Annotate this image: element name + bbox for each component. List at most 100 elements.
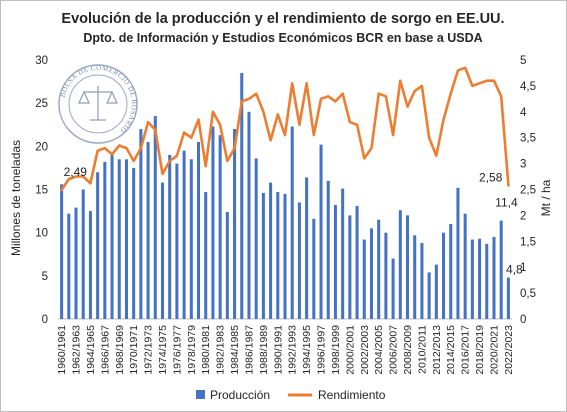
x-tick-label: 2014/2015 (445, 325, 457, 375)
bar-produccion (197, 142, 201, 319)
bar-produccion (391, 258, 395, 319)
point-rendimiento (89, 182, 92, 185)
point-rendimiento (219, 123, 221, 126)
x-tick-label: 1976/1977 (171, 325, 183, 375)
bar-produccion (88, 211, 92, 319)
x-tick-label: 1982/1983 (215, 325, 227, 375)
point-rendimiento (291, 82, 294, 85)
bar-produccion (168, 154, 172, 319)
bar-produccion (369, 228, 373, 319)
point-rendimiento (485, 79, 488, 82)
bar-produccion (103, 161, 107, 319)
data-labels: 2,49 2,58 11,4 4,8 (64, 165, 523, 277)
bar-produccion (427, 272, 431, 319)
x-tick-label: 2002/2003 (359, 325, 371, 375)
point-rendimiento (161, 173, 164, 175)
bar-produccion (312, 218, 316, 319)
y-tick-left: 30 (35, 55, 48, 67)
bar-produccion (348, 215, 352, 319)
bar-produccion (218, 135, 222, 319)
x-tick-label: 1966/1967 (99, 325, 111, 375)
x-tick-label: 2018/2019 (474, 325, 486, 375)
point-rendimiento (226, 160, 229, 162)
bar-produccion (189, 159, 193, 319)
bar-produccion (132, 167, 136, 319)
bar-produccion (420, 243, 424, 319)
x-tick-label: 1994/1995 (301, 325, 313, 375)
point-rendimiento (233, 147, 236, 149)
point-rendimiento (284, 134, 286, 136)
bar-produccion (362, 239, 366, 319)
bar-produccion (449, 224, 453, 319)
point-rendimiento (183, 131, 185, 134)
y-tick-left: 0 (42, 314, 48, 326)
point-rendimiento (435, 155, 438, 157)
x-tick-label: 1988/1989 (258, 325, 270, 375)
bar-produccion (211, 126, 215, 319)
y-tick-right: 4 (520, 107, 527, 119)
y-tick-right: 1 (520, 262, 526, 274)
point-rendimiento (320, 98, 322, 100)
y-tick-left: 25 (35, 98, 48, 110)
bar-produccion (233, 129, 237, 319)
point-rendimiento (399, 79, 402, 82)
bar-produccion (60, 184, 64, 319)
bar-produccion (326, 180, 330, 319)
point-rendimiento (248, 98, 250, 100)
point-rendimiento (406, 105, 409, 108)
x-tick-label: 2022/2023 (503, 325, 515, 375)
point-rendimiento (82, 175, 85, 178)
point-rendimiento (96, 149, 99, 152)
point-rendimiento (60, 189, 63, 191)
y-tick-left: 15 (35, 185, 48, 197)
point-rendimiento (500, 95, 502, 98)
point-rendimiento (341, 92, 344, 95)
point-rendimiento (212, 111, 214, 113)
point-rendimiento (385, 95, 387, 98)
bar-produccion (456, 187, 460, 319)
bar-produccion (117, 159, 121, 319)
x-tick-label: 1990/1991 (272, 325, 284, 375)
point-rendimiento (356, 123, 358, 126)
data-label-produccion-2021: 11,4 (495, 196, 518, 210)
point-rendimiento (104, 147, 106, 149)
watermark-seal: BOLSA DE COMERCIO DE ROSARIO (58, 64, 138, 144)
bar-produccion (254, 158, 258, 319)
bar-produccion (81, 189, 85, 319)
x-tick-label: 2008/2009 (402, 325, 414, 375)
bar-produccion (470, 239, 474, 319)
bar-produccion (319, 144, 323, 319)
point-rendimiento (269, 139, 272, 142)
point-rendimiento (154, 129, 157, 131)
y-tick-right: 0 (520, 314, 526, 326)
bar-produccion (124, 159, 128, 319)
legend: Producción Rendimiento (196, 388, 386, 402)
y-tick-left: 20 (35, 141, 48, 153)
bar-produccion (492, 236, 496, 319)
data-label-rendimiento-last: 2,58 (479, 170, 503, 184)
point-rendimiento (132, 160, 135, 162)
bar-produccion (146, 142, 150, 319)
point-rendimiento (68, 178, 70, 180)
x-tick-label: 1996/1997 (316, 325, 328, 375)
point-rendimiento (327, 95, 330, 98)
point-rendimiento (168, 160, 171, 162)
bar-produccion (333, 205, 337, 319)
y-tick-right: 1,5 (520, 236, 536, 248)
y-tick-right: 2,5 (520, 185, 536, 197)
bar-produccion (283, 193, 287, 319)
y-tick-left: 10 (35, 228, 48, 240)
bar-produccion (405, 215, 410, 319)
x-tick-label: 2020/2021 (488, 325, 500, 375)
point-rendimiento (298, 123, 301, 126)
x-tick-label: 1968/1969 (114, 325, 126, 375)
data-label-produccion-last: 4,8 (506, 263, 523, 277)
bar-series-produccion (60, 72, 510, 319)
x-tick-label: 1974/1975 (157, 325, 169, 375)
point-rendimiento (125, 147, 128, 149)
scales-icon (78, 86, 118, 121)
point-rendimiento (118, 144, 121, 147)
y-axis-right-label: Mt / ha (539, 179, 553, 216)
x-tick-label: 1970/1971 (128, 325, 140, 375)
